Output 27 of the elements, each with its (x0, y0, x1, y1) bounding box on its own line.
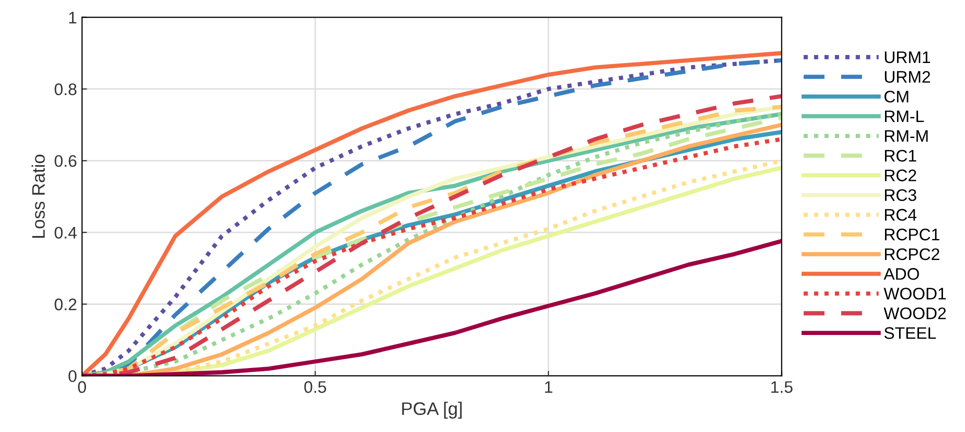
legend-label: RC1 (885, 150, 916, 162)
legend-label: RC4 (885, 208, 916, 221)
legend-label: STEEL (884, 327, 936, 339)
y-axis-title: Loss Ratio (32, 154, 45, 238)
x-axis-title: PGA [g] (402, 402, 462, 419)
legend-label: RCPC2 (885, 248, 940, 260)
legend-label: ADO (884, 268, 919, 280)
y-tick-label: 1 (69, 12, 76, 24)
y-tick-label: 0.4 (54, 226, 77, 239)
legend-label: WOOD1 (884, 288, 946, 300)
legend-label: RC2 (885, 170, 916, 182)
legend-label: RM-M (885, 130, 928, 142)
legend-label: URM2 (884, 71, 930, 83)
legend-label: RM-L (885, 110, 924, 122)
y-tick-label: 0.6 (54, 155, 76, 167)
legend-label: WOOD2 (884, 307, 946, 320)
x-tick-label: 0.5 (304, 381, 326, 393)
legend-label: URM1 (884, 51, 930, 64)
legend-label: CM (884, 90, 908, 103)
x-tick-label: 0 (78, 381, 86, 393)
legend-label: RC3 (885, 189, 916, 202)
x-tick-label: 1 (545, 381, 552, 393)
y-tick-label: 0 (68, 370, 77, 382)
y-tick-label: 0.2 (54, 298, 76, 310)
y-tick-label: 0.8 (54, 83, 76, 96)
legend-label: RCPC1 (885, 228, 940, 240)
x-tick-label: 1.5 (771, 381, 793, 393)
